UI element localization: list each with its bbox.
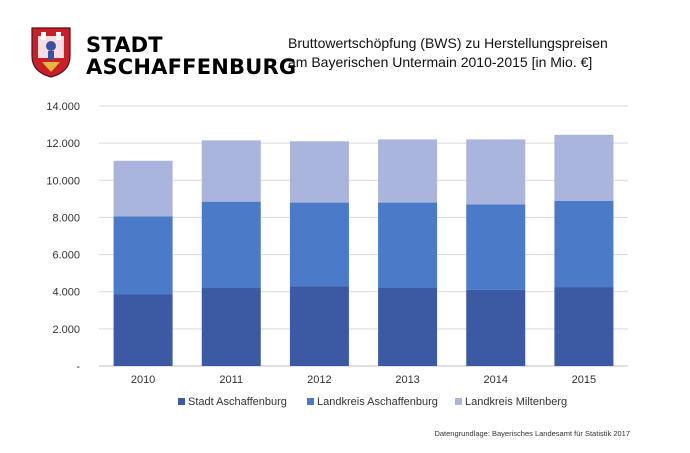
bar-segment	[201, 288, 261, 366]
bar-segment	[378, 288, 438, 366]
bar-segment	[554, 134, 614, 201]
bar-segment	[378, 139, 438, 203]
x-tick-label: 2010	[131, 374, 155, 386]
y-tick-label: 14.000	[46, 101, 80, 113]
legend-label: Landkreis Aschaffenburg	[317, 396, 438, 408]
bar-segment	[113, 216, 173, 295]
y-tick-label: -	[76, 361, 80, 373]
x-tick-label: 2011	[219, 374, 243, 386]
bar-segment	[113, 160, 173, 217]
y-tick-label: 12.000	[46, 138, 80, 150]
bar-segment	[466, 289, 526, 366]
legend-swatch	[178, 398, 185, 405]
bar-segment	[201, 140, 261, 202]
y-tick-label: 4.000	[52, 287, 80, 299]
bar-segment	[289, 141, 349, 203]
bar-segment	[378, 202, 438, 288]
bar-segment	[466, 139, 526, 205]
bar-segment	[466, 204, 526, 290]
brand-line1: STADT	[86, 33, 163, 57]
legend-swatch	[455, 398, 462, 405]
chart-title-line1: Bruttowertschöpfung (BWS) zu Herstellung…	[288, 35, 608, 51]
y-tick-label: 10.000	[46, 175, 80, 187]
bar-segment	[289, 286, 349, 366]
bar-segment	[201, 201, 261, 288]
coat-of-arms-icon	[31, 27, 71, 78]
y-tick-label: 6.000	[52, 250, 80, 262]
x-tick-label: 2015	[572, 374, 596, 386]
legend-label: Stadt Aschaffenburg	[188, 396, 287, 408]
bar-segment	[113, 294, 173, 366]
bar-segment	[554, 200, 614, 288]
brand-line2: ASCHAFFENBURG	[86, 55, 297, 79]
brand-name: STADT ASCHAFFENBURG	[86, 34, 296, 78]
y-tick-label: 2.000	[52, 324, 80, 336]
bar-segment	[554, 287, 614, 366]
x-tick-label: 2012	[307, 374, 331, 386]
y-tick-label: 8.000	[52, 212, 80, 224]
x-tick-label: 2013	[395, 374, 419, 386]
chart-title-line2: am Bayerischen Untermain 2010-2015 [in M…	[288, 54, 593, 70]
data-source-note: Datengrundlage: Bayerisches Landesamt fü…	[434, 429, 630, 438]
chart-title: Bruttowertschöpfung (BWS) zu Herstellung…	[288, 34, 608, 72]
x-tick-label: 2014	[484, 374, 508, 386]
bar-segment	[289, 202, 349, 287]
legend-label: Landkreis Miltenberg	[465, 396, 567, 408]
legend-swatch	[307, 398, 314, 405]
